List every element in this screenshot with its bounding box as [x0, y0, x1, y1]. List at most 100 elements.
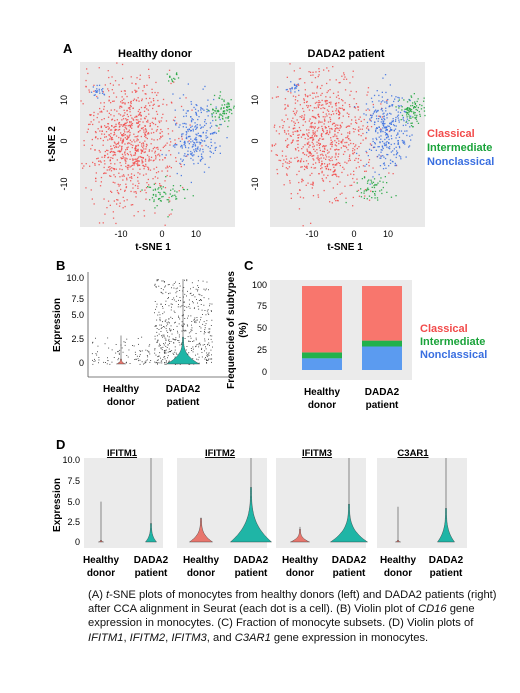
tsne-point [159, 132, 161, 134]
tsne-point [389, 159, 392, 161]
tsne-point [302, 124, 304, 126]
tsne-point [210, 125, 213, 127]
violin-cd16: 0 2.5 5.0 7.5 10.0 Expression Healthy do… [52, 272, 230, 408]
tsne-point [421, 104, 423, 107]
tsne-point [153, 200, 155, 203]
tsne-point [101, 156, 103, 158]
tsne-point [384, 144, 386, 147]
violin-point [192, 286, 194, 288]
tsne-point [405, 108, 407, 110]
tsne-point [96, 91, 98, 93]
violin-point [195, 354, 196, 356]
tsne-point [311, 141, 313, 143]
tsne-point [207, 99, 209, 101]
tsne-point [389, 122, 391, 124]
tsne-point [416, 100, 418, 103]
violin-point [208, 352, 210, 354]
tsne-point [397, 143, 400, 145]
violin-point [209, 335, 211, 337]
tsne-point [137, 126, 139, 128]
violin-point [201, 347, 203, 349]
tsne-point [119, 168, 121, 170]
tsne-point [356, 147, 358, 150]
tsne-point [112, 157, 114, 159]
tsne-point [360, 188, 362, 190]
tsne-point [355, 144, 357, 146]
ytick-label: 0 [75, 537, 80, 547]
tsne-point [374, 142, 376, 144]
violin-point [201, 309, 203, 311]
tsne-point [191, 154, 193, 156]
tsne-point [190, 138, 192, 140]
tsne-point [91, 144, 93, 146]
tsne-point [195, 104, 197, 106]
violin-point [163, 343, 165, 344]
tsne-point [173, 144, 176, 146]
tsne-point [205, 132, 207, 134]
ylabel-b: Expression [52, 298, 63, 352]
tsne-point [292, 117, 294, 119]
violin-point [194, 317, 196, 319]
violin-point [207, 331, 209, 333]
tsne-point [370, 190, 372, 192]
tsne-point [182, 126, 184, 128]
violin-point [189, 335, 191, 337]
violin-point [165, 352, 167, 354]
tsne-point [170, 213, 172, 215]
tsne-point [122, 139, 125, 141]
tsne-point [394, 98, 396, 100]
tsne-point [360, 120, 362, 122]
tsne-point [141, 162, 143, 164]
tsne-point [219, 145, 221, 147]
tsne-point [397, 111, 399, 113]
tsne-point [192, 128, 194, 130]
tsne-point [307, 138, 309, 140]
violin-point [122, 351, 124, 353]
tsne-point [203, 171, 206, 173]
violin-point [200, 299, 201, 300]
tsne-point [376, 127, 378, 129]
tsne-point [323, 189, 325, 192]
violin-point [201, 299, 202, 301]
tsne-point [334, 103, 337, 105]
tsne-point [171, 130, 174, 132]
tsne-point [296, 173, 298, 176]
tsne-point [328, 156, 330, 158]
tsne-point [332, 171, 334, 173]
ytick-label: 7.5 [67, 476, 80, 486]
violin-point [145, 349, 147, 351]
tsne-point [376, 90, 378, 92]
tsne-point [318, 147, 321, 149]
tsne-point [221, 98, 223, 100]
tsne-point [408, 113, 410, 115]
tsne-point [318, 126, 320, 129]
tsne-point [145, 131, 147, 133]
violin-point [204, 340, 206, 342]
tsne-point [126, 167, 128, 169]
violin-point [211, 335, 213, 337]
tsne-point [135, 191, 137, 193]
tsne-point [321, 150, 324, 152]
tsne-point [200, 153, 203, 155]
tsne-point [312, 126, 315, 128]
tsne-point [297, 130, 299, 132]
violin-point [178, 317, 180, 318]
tsne-point [277, 96, 279, 98]
tsne-point [383, 118, 385, 120]
tsne-point [360, 135, 362, 137]
violin-point [154, 312, 155, 314]
tsne-point [338, 149, 340, 151]
tsne-point [318, 160, 320, 162]
tsne-point [294, 102, 297, 104]
tsne-point [134, 152, 137, 155]
tsne-point [365, 170, 367, 172]
violin-point [156, 303, 158, 305]
tsne-point [100, 126, 102, 129]
violin-genes: Expression 0 2.5 5.0 7.5 10.0 IFITM1 IFI… [52, 448, 467, 579]
tsne-point [147, 102, 150, 104]
tsne-point [152, 189, 154, 191]
violin-point [195, 288, 197, 290]
tsne-point [377, 120, 379, 122]
tsne-point [100, 137, 102, 140]
violin-point [158, 345, 160, 347]
